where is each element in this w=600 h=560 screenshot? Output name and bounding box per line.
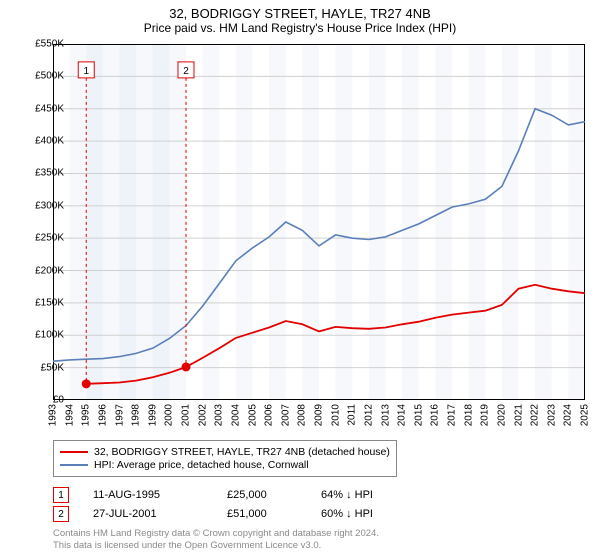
marker-icon: 1 <box>53 487 69 503</box>
x-tick-label: 2004 <box>230 404 241 426</box>
y-tick-label: £450K <box>16 103 64 114</box>
x-tick-label: 1998 <box>131 404 142 426</box>
cell-price: £25,000 <box>227 489 297 501</box>
footer-line: Contains HM Land Registry data © Crown c… <box>53 528 379 540</box>
table-row: 1 11-AUG-1995 £25,000 64% ↓ HPI <box>53 487 441 503</box>
legend-item: HPI: Average price, detached house, Corn… <box>60 459 390 471</box>
x-tick-label: 2019 <box>480 404 491 426</box>
legend-swatch <box>60 451 88 453</box>
x-tick-label: 1999 <box>147 404 158 426</box>
legend-label: HPI: Average price, detached house, Corn… <box>94 459 309 471</box>
x-tick-label: 2016 <box>430 404 441 426</box>
x-tick-label: 2005 <box>247 404 258 426</box>
chart-title: 32, BODRIGGY STREET, HAYLE, TR27 4NB <box>0 0 600 21</box>
chart-subtitle: Price paid vs. HM Land Registry's House … <box>0 21 600 39</box>
legend-label: 32, BODRIGGY STREET, HAYLE, TR27 4NB (de… <box>94 446 390 458</box>
x-tick-label: 2025 <box>580 404 591 426</box>
x-tick-label: 2015 <box>413 404 424 426</box>
x-tick-label: 2013 <box>380 404 391 426</box>
transactions-table: 1 11-AUG-1995 £25,000 64% ↓ HPI 2 27-JUL… <box>53 484 441 525</box>
table-row: 2 27-JUL-2001 £51,000 60% ↓ HPI <box>53 506 441 522</box>
footer-line: This data is licensed under the Open Gov… <box>53 540 379 552</box>
y-tick-label: £300K <box>16 200 64 211</box>
cell-date: 11-AUG-1995 <box>93 489 203 501</box>
x-tick-label: 1996 <box>97 404 108 426</box>
x-tick-label: 2018 <box>463 404 474 426</box>
svg-text:2: 2 <box>183 66 189 77</box>
x-tick-label: 2024 <box>563 404 574 426</box>
x-tick-label: 2021 <box>513 404 524 426</box>
y-tick-label: £150K <box>16 297 64 308</box>
x-tick-label: 1995 <box>81 404 92 426</box>
marker-icon: 2 <box>53 506 69 522</box>
x-tick-label: 2003 <box>214 404 225 426</box>
y-tick-label: £100K <box>16 330 64 341</box>
y-tick-label: £550K <box>16 39 64 50</box>
cell-price: £51,000 <box>227 508 297 520</box>
x-tick-label: 2000 <box>164 404 175 426</box>
x-tick-label: 2017 <box>447 404 458 426</box>
x-tick-label: 2007 <box>280 404 291 426</box>
footer: Contains HM Land Registry data © Crown c… <box>53 528 379 552</box>
x-tick-label: 2009 <box>314 404 325 426</box>
y-tick-label: £250K <box>16 233 64 244</box>
plot-area: 12 <box>53 44 585 400</box>
y-tick-label: £350K <box>16 168 64 179</box>
x-tick-label: 2012 <box>363 404 374 426</box>
cell-pct: 64% ↓ HPI <box>321 489 441 501</box>
x-tick-label: 2001 <box>181 404 192 426</box>
x-tick-label: 2014 <box>397 404 408 426</box>
y-tick-label: £50K <box>16 362 64 373</box>
legend-item: 32, BODRIGGY STREET, HAYLE, TR27 4NB (de… <box>60 446 390 458</box>
x-tick-label: 2010 <box>330 404 341 426</box>
x-tick-label: 2006 <box>264 404 275 426</box>
x-tick-label: 2008 <box>297 404 308 426</box>
legend-swatch <box>60 464 88 466</box>
x-tick-label: 1993 <box>48 404 59 426</box>
cell-date: 27-JUL-2001 <box>93 508 203 520</box>
y-tick-label: £200K <box>16 265 64 276</box>
chart-svg: 12 <box>53 44 585 400</box>
svg-text:1: 1 <box>83 66 89 77</box>
x-tick-label: 2023 <box>546 404 557 426</box>
y-tick-label: £400K <box>16 136 64 147</box>
chart-container: 32, BODRIGGY STREET, HAYLE, TR27 4NB Pri… <box>0 0 600 560</box>
x-tick-label: 1994 <box>64 404 75 426</box>
x-tick-label: 2020 <box>496 404 507 426</box>
x-tick-label: 2002 <box>197 404 208 426</box>
y-tick-label: £500K <box>16 71 64 82</box>
legend: 32, BODRIGGY STREET, HAYLE, TR27 4NB (de… <box>53 440 397 477</box>
x-tick-label: 1997 <box>114 404 125 426</box>
x-tick-label: 2022 <box>530 404 541 426</box>
cell-pct: 60% ↓ HPI <box>321 508 441 520</box>
x-tick-label: 2011 <box>347 404 358 426</box>
